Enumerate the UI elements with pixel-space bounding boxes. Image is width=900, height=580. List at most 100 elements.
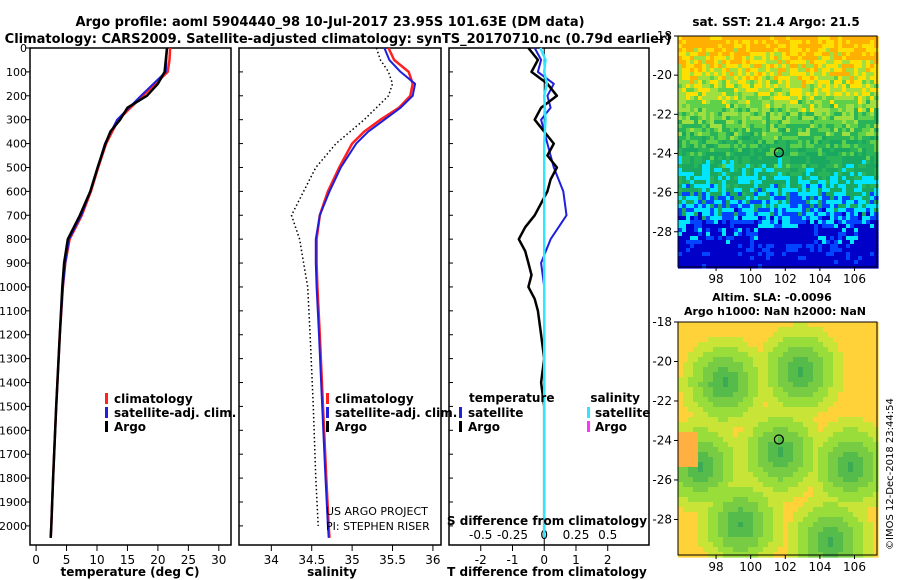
map-cell	[690, 192, 695, 197]
map-cell	[798, 92, 803, 97]
map-cell	[742, 48, 747, 53]
map-cell	[783, 412, 789, 418]
map-cell	[782, 172, 787, 177]
map-cell	[873, 377, 879, 383]
map-cell	[823, 452, 829, 458]
map-cell	[758, 80, 763, 85]
map-cell	[770, 64, 775, 69]
map-cell	[698, 92, 703, 97]
map-cell	[848, 472, 854, 478]
map-cell	[846, 100, 851, 105]
map-cell	[873, 467, 879, 473]
map-cell	[870, 96, 875, 101]
map-cell	[750, 36, 755, 41]
map-cell	[733, 482, 739, 488]
map-cell	[686, 124, 691, 129]
map-cell	[870, 256, 875, 261]
map-cell	[766, 244, 771, 249]
map-cell	[766, 104, 771, 109]
map-cell	[822, 156, 827, 161]
map-cell	[858, 176, 863, 181]
map-cell	[698, 232, 703, 237]
map-cell	[698, 80, 703, 85]
map-cell	[794, 176, 799, 181]
map-cell	[828, 397, 834, 403]
map-cell	[698, 482, 704, 488]
map-cell	[848, 517, 854, 523]
map-cell	[798, 144, 803, 149]
map-cell	[678, 68, 683, 73]
map-cell	[826, 80, 831, 85]
map-cell	[730, 180, 735, 185]
map-cell	[838, 517, 844, 523]
map-cell	[686, 100, 691, 105]
map-cell	[763, 492, 769, 498]
map-cell	[733, 387, 739, 393]
secondary-tick-label: 0.25	[563, 528, 590, 542]
map-cell	[778, 527, 784, 533]
map-cell	[834, 152, 839, 157]
map-cell	[858, 164, 863, 169]
map-cell	[763, 502, 769, 508]
map-cell	[750, 212, 755, 217]
map-cell	[788, 482, 794, 488]
map-cell	[718, 168, 723, 173]
map-cell	[713, 332, 719, 338]
map-cell	[714, 236, 719, 241]
map-cell	[833, 492, 839, 498]
map-cell	[763, 462, 769, 468]
map-cell	[858, 362, 864, 368]
map-cell	[802, 116, 807, 121]
header-line2: Climatology: CARS2009. Satellite-adjuste…	[5, 32, 672, 47]
map-cell	[823, 462, 829, 468]
map-cell	[823, 337, 829, 343]
map-cell	[813, 467, 819, 473]
map-cell	[770, 120, 775, 125]
map-cell	[726, 228, 731, 233]
map-cell	[813, 547, 819, 553]
map-cell	[850, 196, 855, 201]
map-cell	[746, 92, 751, 97]
map-cell	[678, 56, 683, 61]
map-cell	[833, 502, 839, 508]
map-cell	[802, 124, 807, 129]
map-cell	[738, 160, 743, 165]
map-cell	[688, 327, 694, 333]
map-cell	[868, 372, 874, 378]
map-cell	[714, 72, 719, 77]
map-cell	[758, 264, 763, 269]
map-cell	[793, 547, 799, 553]
map-cell	[858, 100, 863, 105]
map-cell	[706, 240, 711, 245]
map-cell	[722, 188, 727, 193]
map-cell	[793, 532, 799, 538]
map-cell	[774, 252, 779, 257]
map-cell	[713, 522, 719, 528]
map-cell	[734, 52, 739, 57]
map-cell	[774, 236, 779, 241]
map-cell	[738, 502, 744, 508]
map-cell	[766, 236, 771, 241]
map-cell	[866, 104, 871, 109]
map-cell	[826, 244, 831, 249]
map-cell	[853, 492, 859, 498]
map-cell	[810, 44, 815, 49]
map-cell	[848, 327, 854, 333]
map-cell	[702, 192, 707, 197]
map-cell	[862, 220, 867, 225]
map-cell	[698, 168, 703, 173]
map-cell	[830, 80, 835, 85]
map-cell	[834, 180, 839, 185]
x-tick-label: 36	[425, 553, 440, 567]
y-tick-label: 1700	[0, 448, 27, 461]
map-cell	[698, 264, 703, 269]
map-cell	[750, 180, 755, 185]
map-cell	[853, 382, 859, 388]
map-cell	[722, 148, 727, 153]
map-cell	[778, 196, 783, 201]
map-cell	[718, 40, 723, 45]
map-cell	[742, 152, 747, 157]
map-cell	[742, 156, 747, 161]
map-cell	[813, 377, 819, 383]
map-cell	[822, 152, 827, 157]
